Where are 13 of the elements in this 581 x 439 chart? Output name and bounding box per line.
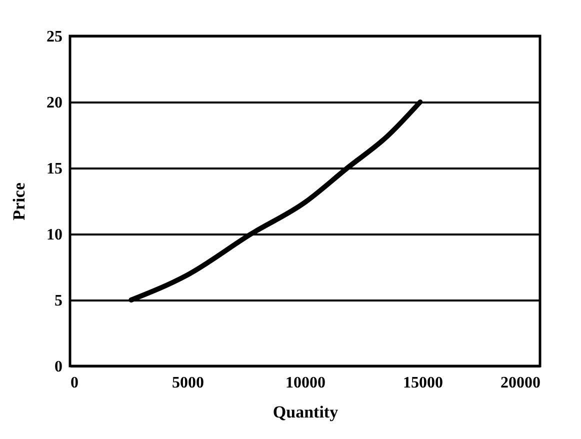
x-tick-label: 0 [70,374,78,392]
y-tick-label: 20 [46,94,62,112]
y-tick-label: 15 [46,160,62,178]
y-tick-label: 0 [54,358,62,376]
y-tick-label: 25 [46,28,62,46]
y-tick-label: 10 [46,226,62,244]
y-tick-label: 5 [54,292,62,310]
x-tick-label: 20000 [500,374,540,392]
x-tick-label: 15000 [403,374,443,392]
x-tick-label: 5000 [172,374,204,392]
y-axis-title: Price [10,182,28,220]
x-axis-title: Quantity [272,402,339,422]
x-tick-label: 10000 [286,374,326,392]
